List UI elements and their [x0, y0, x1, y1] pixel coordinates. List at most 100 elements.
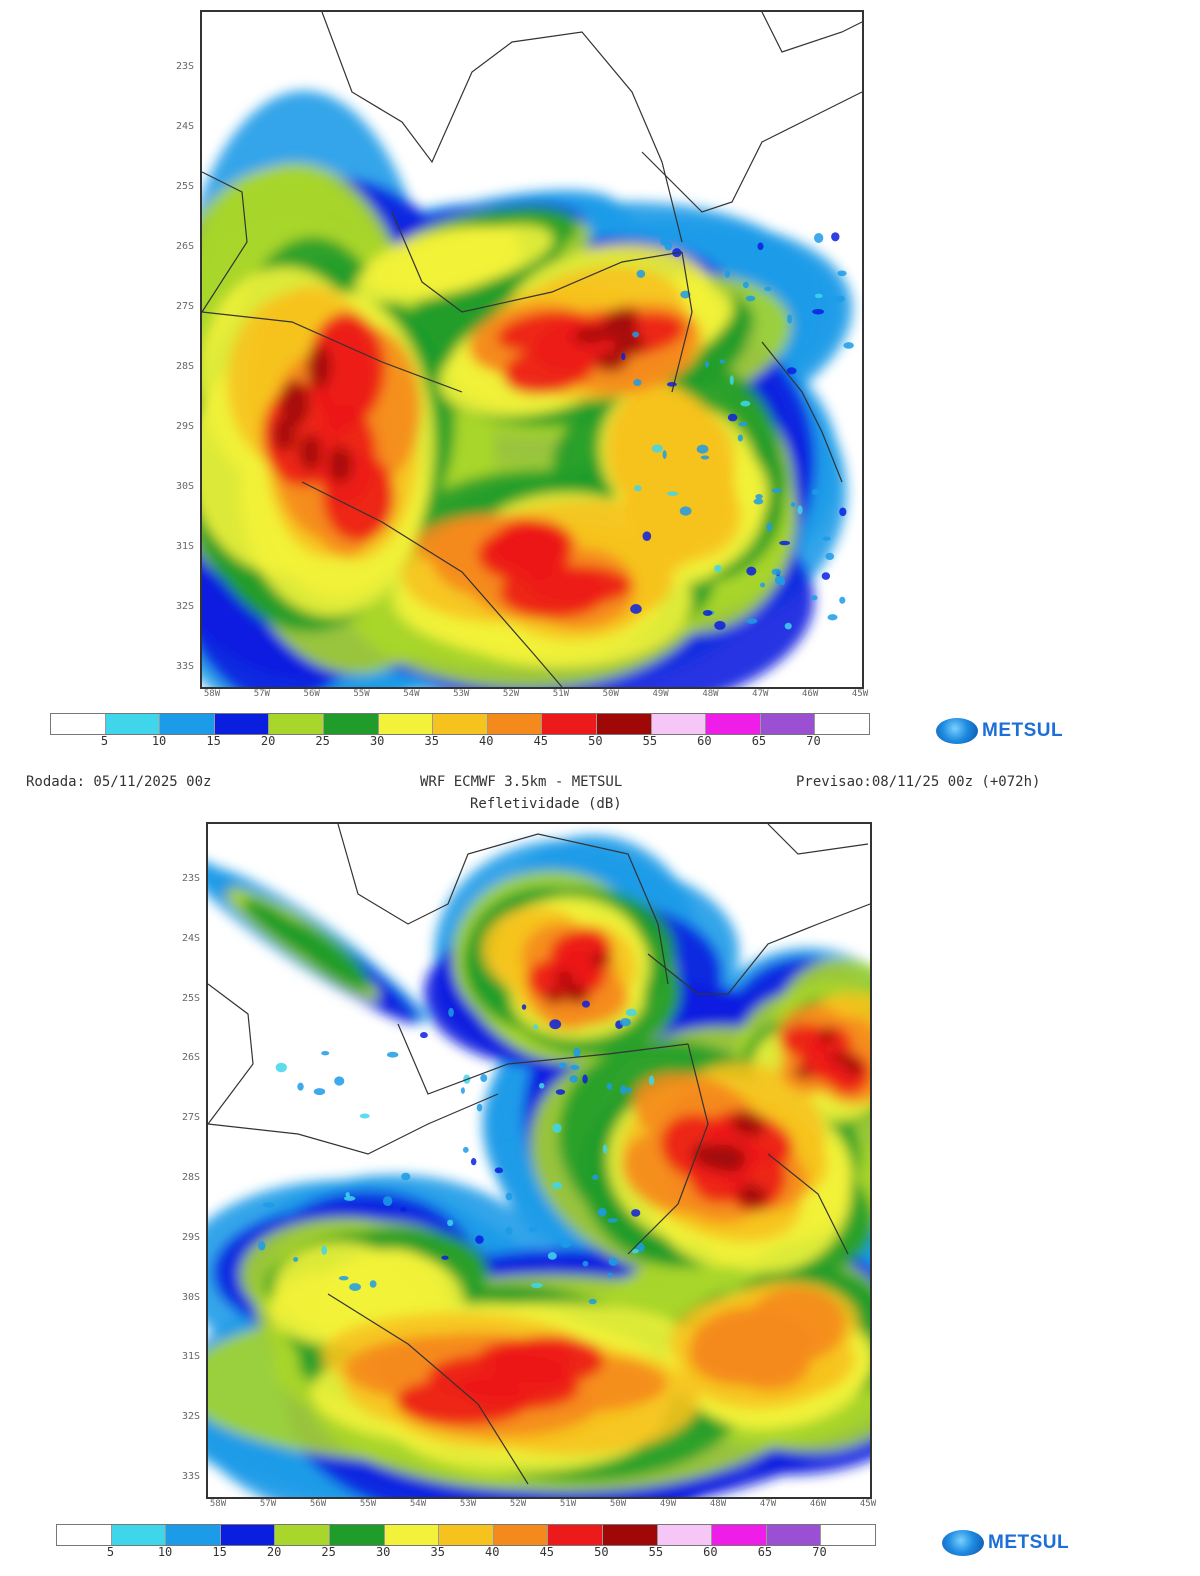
metsul-logo-icon: [936, 718, 978, 744]
lat-label: 27S: [181, 1112, 200, 1124]
map-top-canvas: [202, 12, 862, 687]
map-bottom-canvas: [208, 824, 870, 1497]
colorbar-tick-label: 70: [812, 1545, 827, 1559]
colorbar-segment: [214, 714, 270, 734]
lat-label: 27S: [175, 301, 194, 312]
lat-label: 25S: [175, 181, 194, 192]
colorbar-segment: [487, 714, 543, 734]
colorbar-segment: [439, 1525, 494, 1545]
colorbar-tick-label: 10: [157, 1545, 173, 1559]
lat-label: 28S: [181, 1172, 200, 1183]
colorbar-segment: [712, 1525, 767, 1545]
lat-label: 31S: [181, 1351, 200, 1363]
colorbar-tick-label: 15: [206, 734, 221, 748]
lat-label: 24S: [181, 932, 200, 944]
run-label: Rodada: 05/11/2025 00z: [26, 774, 212, 790]
lon-label: 57W: [253, 689, 270, 699]
colorbar-segment: [166, 1525, 221, 1545]
colorbar-tick-label: 5: [100, 734, 109, 748]
metsul-logo-top: METSUL: [936, 718, 1063, 744]
colorbar-segment: [433, 714, 488, 734]
lon-label: 54W: [403, 689, 420, 699]
reflectivity-field: [208, 835, 870, 1497]
colorbar-segment: [51, 714, 106, 734]
lon-label: 53W: [453, 689, 470, 699]
scattered-cells: [257, 1000, 655, 1305]
colorbar-tick-label: 20: [266, 1545, 282, 1559]
lat-label: 23S: [175, 61, 194, 72]
colorbar-segment: [160, 714, 215, 734]
lon-label: 46W: [809, 1499, 827, 1509]
colorbar-segment: [821, 1525, 875, 1545]
colorbar-segment: [766, 1525, 822, 1545]
lat-label: 32S: [181, 1411, 200, 1423]
field-label: Refletividade (dB): [470, 796, 622, 812]
colorbar-tick-label: 70: [806, 734, 821, 748]
colorbar-segment: [378, 714, 434, 734]
lat-label: 33S: [181, 1471, 200, 1482]
colorbar-segment: [602, 1525, 658, 1545]
colorbar-segment: [548, 1525, 603, 1545]
colorbar-segment: [57, 1525, 112, 1545]
colorbar-segment: [493, 1525, 549, 1545]
colorbar-tick-label: 60: [697, 734, 712, 748]
lon-label: 49W: [659, 1499, 677, 1509]
metsul-logo-icon: [942, 1530, 984, 1556]
colorbar-segment: [706, 714, 761, 734]
lon-label: 57W: [259, 1499, 277, 1509]
colorbar-segment: [651, 714, 707, 734]
colorbar-segment: [760, 714, 816, 734]
lon-label: 58W: [203, 689, 221, 699]
reflectivity-map-top: [200, 10, 864, 689]
colorbar-tick-label: 40: [485, 1545, 500, 1559]
metsul-logo-bottom: METSUL: [942, 1530, 1069, 1556]
lat-label: 32S: [175, 601, 194, 612]
reflectivity-map-bottom: [206, 822, 872, 1499]
model-label: WRF ECMWF 3.5km - METSUL: [420, 774, 623, 790]
colorbar-tick-label: 55: [642, 734, 658, 748]
colorbar-segment: [220, 1525, 276, 1545]
colorbar-segment: [111, 1525, 167, 1545]
lat-label: 25S: [181, 992, 200, 1004]
lon-label: 48W: [709, 1499, 727, 1509]
lon-label: 45W: [859, 1499, 877, 1509]
lon-label: 54W: [409, 1499, 427, 1509]
lon-label: 45W: [851, 689, 869, 699]
colorbar-segment: [329, 1525, 385, 1545]
colorbar-tick-label: 5: [106, 1545, 115, 1559]
colorbar-tick-label: 45: [539, 1545, 555, 1559]
colorbar-tick-label: 65: [757, 1545, 773, 1559]
colorbar-tick-label: 30: [375, 1545, 391, 1559]
colorbar-tick-label: 45: [533, 734, 549, 748]
metsul-logo-text: METSUL: [982, 720, 1064, 741]
lon-label: 58W: [209, 1499, 227, 1509]
lon-label: 53W: [459, 1499, 477, 1509]
colorbar-segment: [269, 714, 324, 734]
colorbar-tick-label: 65: [751, 734, 767, 748]
colorbar-segment: [542, 714, 597, 734]
political-borders: [202, 12, 862, 687]
lon-label: 55W: [353, 689, 370, 699]
lon-label: 55W: [359, 1499, 377, 1509]
colorbar-tick-label: 40: [479, 734, 494, 748]
lat-label: 31S: [175, 541, 194, 552]
lon-label: 50W: [609, 1499, 627, 1509]
reflectivity-field: [202, 90, 853, 687]
lat-label: 30S: [181, 1291, 200, 1303]
forecast-label: Previsao:08/11/25 00z (+072h): [796, 774, 1041, 790]
colorbar-tick-label: 30: [369, 734, 385, 748]
colorbar-segment: [275, 1525, 330, 1545]
lon-label: 51W: [552, 689, 570, 699]
lon-label: 47W: [759, 1499, 777, 1509]
colorbar-segment: [384, 1525, 440, 1545]
colorbar-tick-label: 50: [588, 734, 603, 748]
colorbar-segment: [815, 714, 869, 734]
colorbar-tick-label: 60: [703, 1545, 718, 1559]
colorbar-segment: [657, 1525, 713, 1545]
lat-label: 26S: [181, 1052, 200, 1064]
lon-label: 49W: [652, 689, 669, 699]
colorbar-tick-label: 15: [212, 1545, 227, 1559]
lon-label: 56W: [309, 1499, 327, 1509]
lat-label: 30S: [175, 481, 194, 492]
